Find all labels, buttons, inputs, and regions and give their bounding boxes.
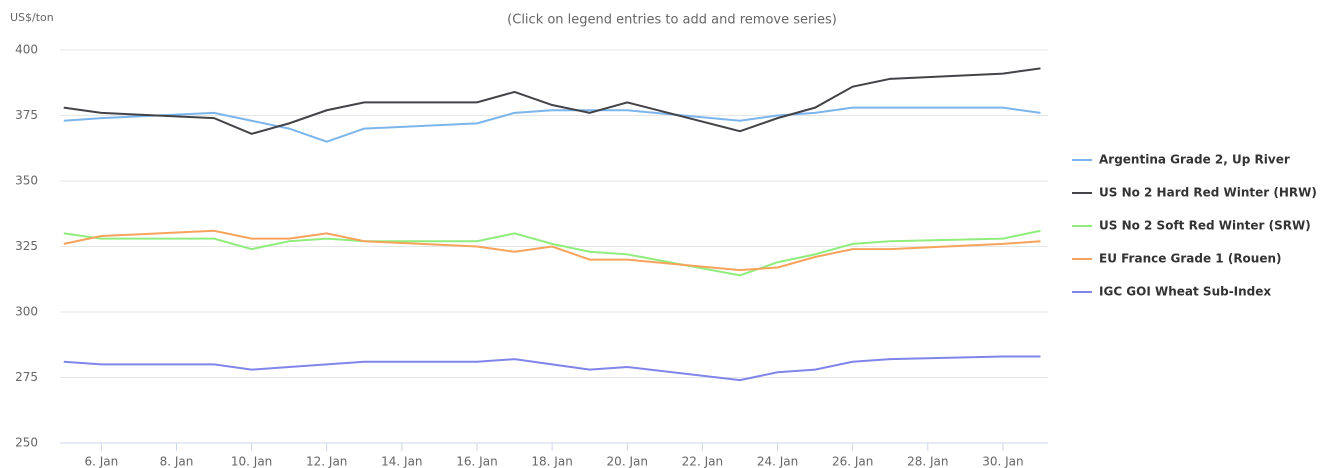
legend-entry[interactable]: IGC GOI Wheat Sub-Index [1099, 285, 1271, 299]
x-tick-label: 24. Jan [757, 455, 798, 468]
x-tick-label: 10. Jan [231, 455, 272, 468]
x-tick-label: 20. Jan [607, 455, 648, 468]
y-tick-label: 300 [15, 305, 38, 319]
x-tick-label: 8. Jan [160, 455, 194, 468]
legend-entry[interactable]: US No 2 Soft Red Winter (SRW) [1099, 219, 1311, 233]
x-tick-label: 6. Jan [84, 455, 118, 468]
x-tick-label: 16. Jan [456, 455, 497, 468]
series-line [63, 106, 1041, 143]
series-line [63, 229, 1041, 277]
y-tick-label: 325 [15, 239, 38, 253]
series-line [63, 67, 1041, 135]
y-tick-label: 250 [15, 436, 38, 450]
x-tick-label: 28. Jan [907, 455, 948, 468]
series-line [63, 355, 1041, 382]
x-tick-label: 30. Jan [982, 455, 1023, 468]
y-tick-label: 350 [15, 174, 38, 188]
x-tick-label: 14. Jan [381, 455, 422, 468]
legend-entry[interactable]: EU France Grade 1 (Rouen) [1099, 252, 1282, 266]
legend-entry[interactable]: Argentina Grade 2, Up River [1099, 153, 1290, 167]
x-tick-label: 22. Jan [682, 455, 723, 468]
series-line [63, 229, 1041, 272]
y-tick-label: 400 [15, 43, 38, 57]
x-tick-label: 26. Jan [832, 455, 873, 468]
y-tick-label: 375 [15, 108, 38, 122]
x-tick-label: 12. Jan [306, 455, 347, 468]
y-axis-label: US$/ton [10, 11, 54, 24]
x-tick-label: 18. Jan [531, 455, 572, 468]
y-tick-label: 275 [15, 370, 38, 384]
legend-entry[interactable]: US No 2 Hard Red Winter (HRW) [1099, 186, 1317, 200]
chart-subtitle: (Click on legend entries to add and remo… [507, 13, 837, 28]
